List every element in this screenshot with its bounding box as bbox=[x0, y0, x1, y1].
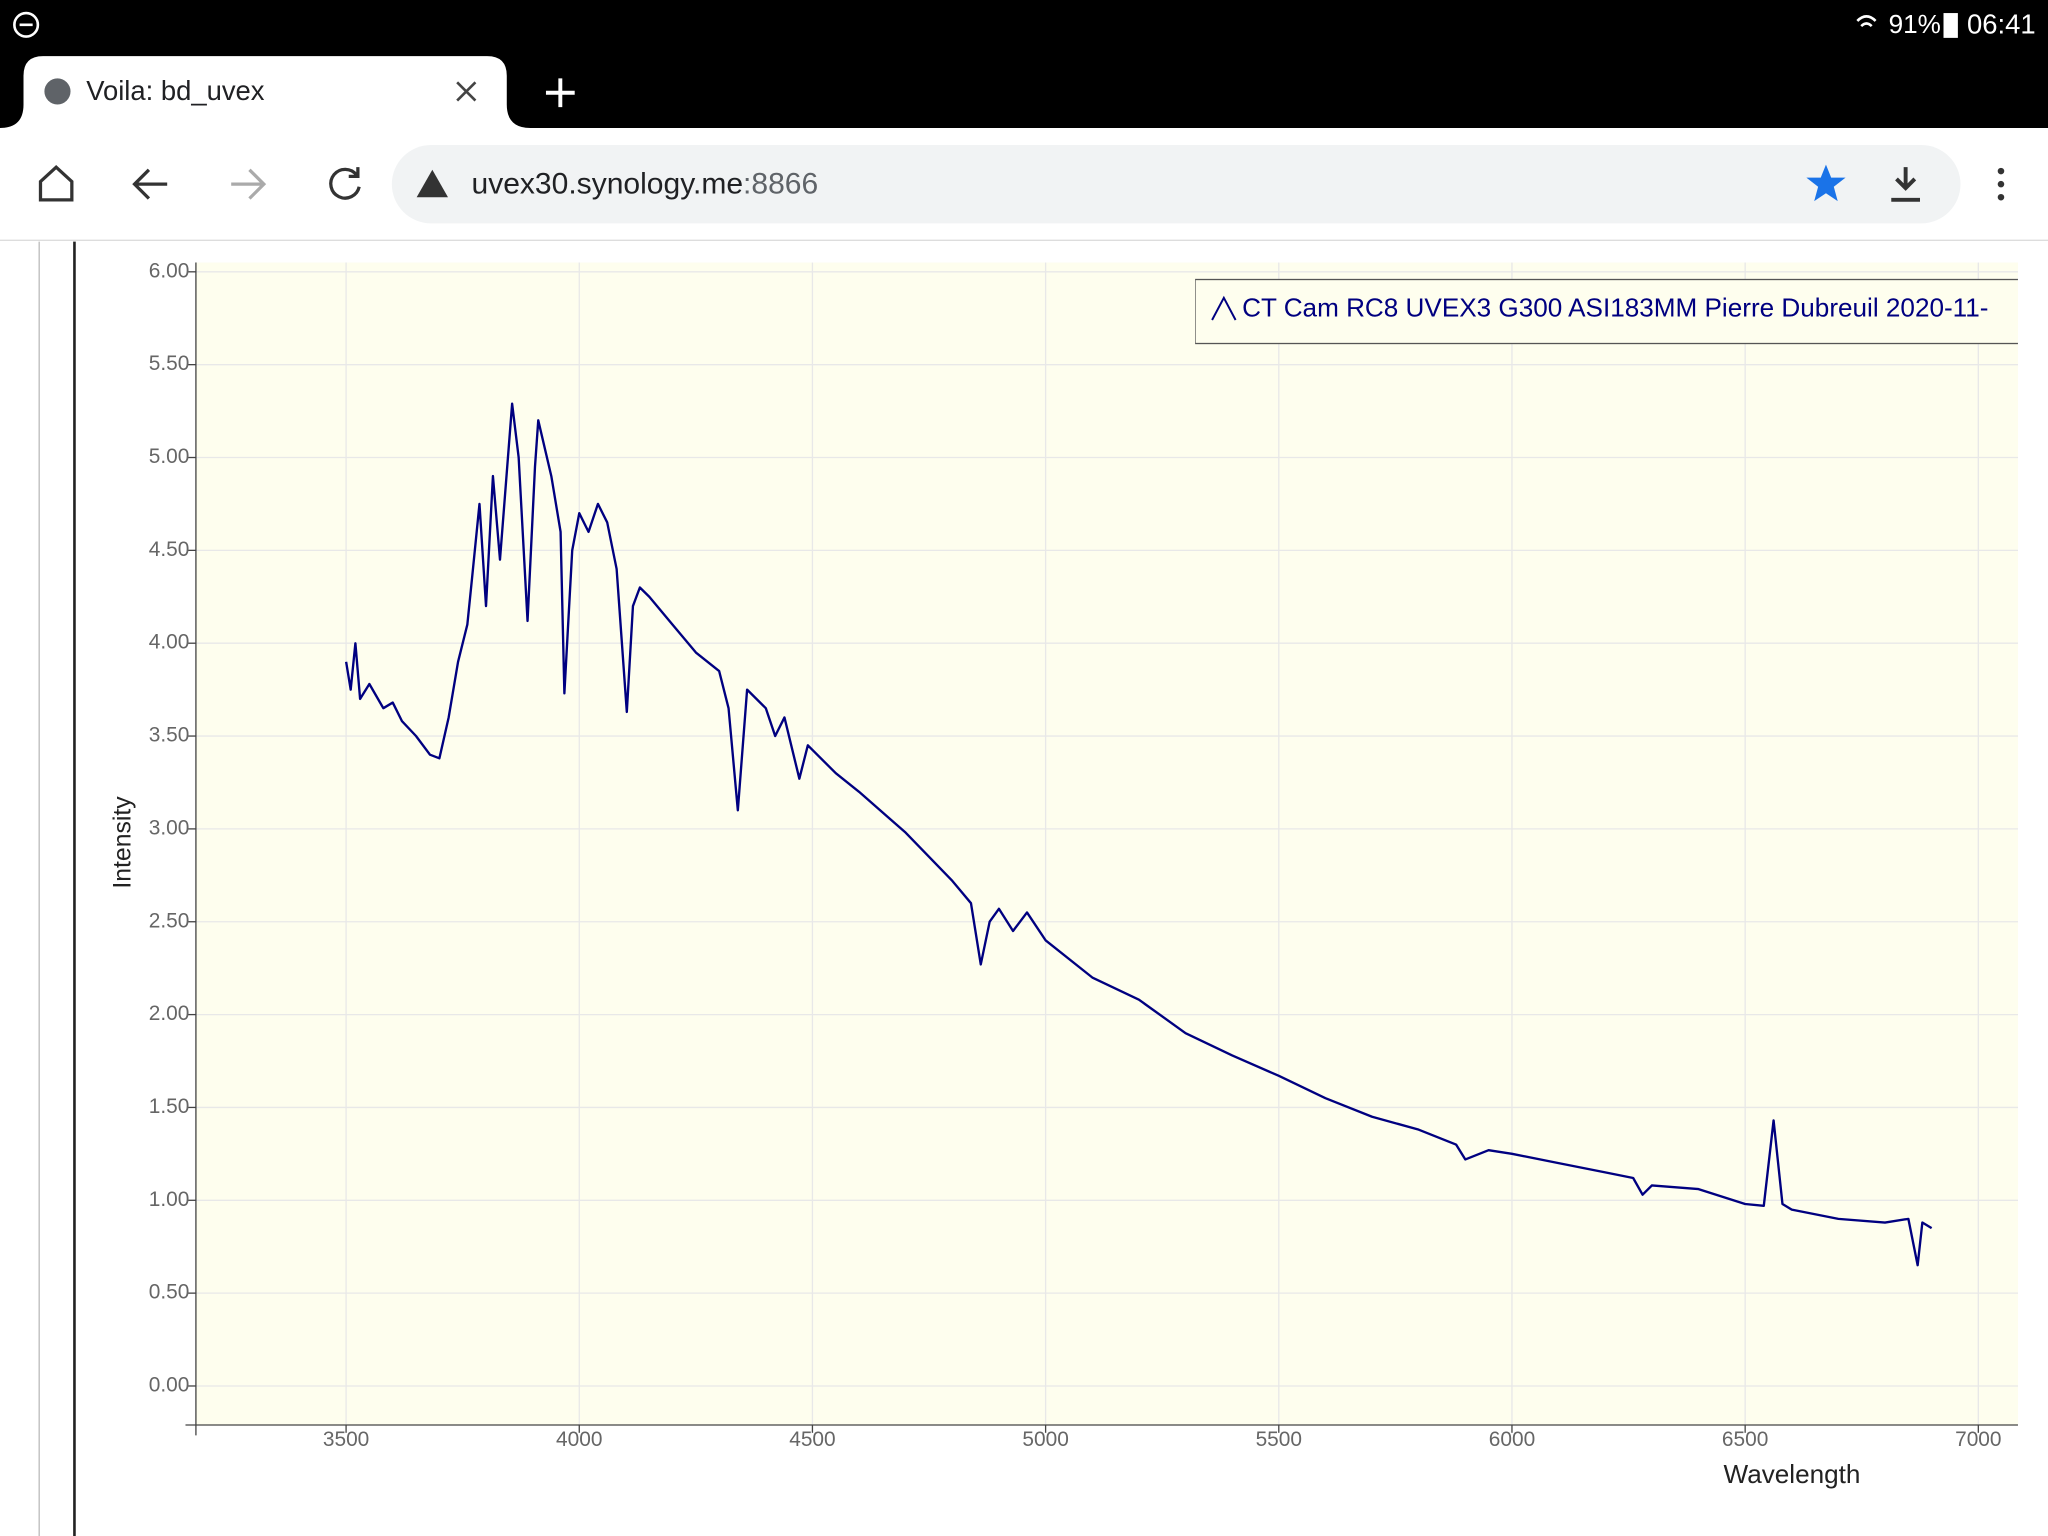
spectrum-line bbox=[344, 402, 1933, 1267]
x-tick-label: 7000 bbox=[1955, 1428, 2001, 1451]
y-tick-label: 6.00 bbox=[149, 259, 190, 282]
clock: 06:41 bbox=[1967, 8, 2036, 39]
warning-icon bbox=[416, 169, 448, 198]
x-tick-label: 6500 bbox=[1722, 1428, 1768, 1451]
wifi-icon bbox=[1856, 15, 1877, 28]
y-tick-label: 5.50 bbox=[149, 352, 190, 375]
legend-swatch bbox=[1211, 295, 1237, 321]
x-tick-label: 4000 bbox=[556, 1428, 602, 1451]
battery-icon bbox=[1943, 13, 1958, 38]
legend-label: CT Cam RC8 UVEX3 G300 ASI183MM Pierre Du… bbox=[1242, 292, 1988, 322]
legend-box bbox=[1195, 278, 2018, 345]
tab-close[interactable] bbox=[456, 81, 477, 102]
status-icon bbox=[13, 11, 40, 38]
y-tick-label: 4.50 bbox=[149, 538, 190, 561]
battery-text: 91% bbox=[1889, 9, 1941, 39]
x-axis-title: Wavelength bbox=[1724, 1459, 1861, 1489]
menu-button[interactable] bbox=[1997, 167, 2005, 201]
favicon bbox=[44, 78, 71, 105]
y-tick-label: 4.00 bbox=[149, 631, 190, 654]
address-bar[interactable] bbox=[391, 144, 1961, 224]
y-tick-label: 3.50 bbox=[149, 724, 190, 747]
y-tick-label: 1.50 bbox=[149, 1095, 190, 1118]
y-axis-title: Intensity bbox=[110, 796, 137, 889]
x-tick-label: 5000 bbox=[1022, 1428, 1068, 1451]
y-tick-label: 0.50 bbox=[149, 1281, 190, 1304]
legend: CT Cam RC8 UVEX3 G300 ASI183MM Pierre Du… bbox=[1195, 278, 2018, 345]
new-tab[interactable] bbox=[545, 78, 575, 108]
x-tick-label: 4500 bbox=[789, 1428, 835, 1451]
download-button[interactable] bbox=[1891, 167, 1920, 202]
y-tick-label: 2.50 bbox=[149, 909, 190, 932]
url-port: :8866 bbox=[743, 167, 818, 200]
plot-background bbox=[195, 262, 2018, 1425]
url-host: uvex30.synology.me bbox=[472, 167, 744, 200]
y-tick-label: 5.00 bbox=[149, 445, 190, 468]
back-button[interactable] bbox=[132, 168, 168, 200]
forward-button[interactable] bbox=[231, 168, 267, 200]
reload-button[interactable] bbox=[329, 167, 361, 200]
tab-title: Voila: bd_uvex bbox=[86, 75, 265, 106]
y-tick-label: 2.00 bbox=[149, 1002, 190, 1025]
x-tick-label: 6000 bbox=[1489, 1428, 1535, 1451]
y-tick-label: 0.00 bbox=[149, 1373, 190, 1396]
bookmark-star[interactable] bbox=[1806, 164, 1846, 202]
x-tick-label: 3500 bbox=[323, 1428, 369, 1451]
home-button[interactable] bbox=[38, 164, 74, 202]
x-tick-label: 5500 bbox=[1256, 1428, 1302, 1451]
y-tick-label: 3.00 bbox=[149, 816, 190, 839]
chart: 0.00 0.50 1.00 1.50 2.00 2.50 3.00 3.50 4.00 4.50… bbox=[110, 259, 2018, 1489]
y-tick-label: 1.00 bbox=[149, 1188, 190, 1211]
active-tab[interactable] bbox=[0, 56, 531, 128]
